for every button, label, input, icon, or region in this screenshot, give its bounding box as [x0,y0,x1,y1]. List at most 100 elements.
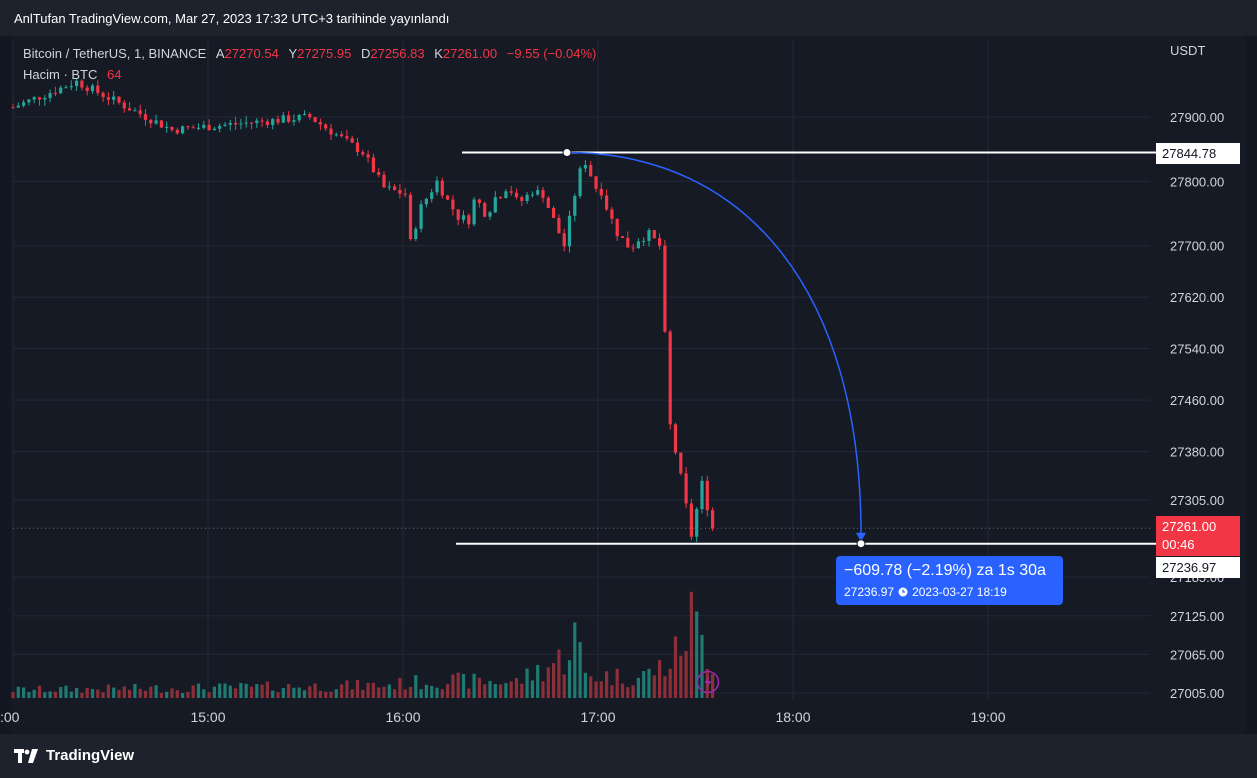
volume-bar [361,689,365,698]
volume-bar [234,688,238,698]
candle-body [361,152,365,155]
volume-bar [202,689,206,698]
volume-bar [562,674,566,698]
volume-layer [11,591,715,698]
volume-bar [382,686,386,698]
candle-body [181,126,185,134]
volume-bar [631,685,635,698]
candle-body [705,480,709,511]
candle-body [165,126,169,128]
volume-bar [705,668,709,698]
volume-bar [297,687,301,698]
price-chart[interactable]: :00 15:00 16:00 17:00 18:00 19:00 27900.00 2780… [0,0,1257,734]
volume-bar [393,689,397,698]
volume-bar [223,683,227,698]
candle-body [106,97,110,100]
candle-body [440,180,444,196]
candle-body [536,190,540,195]
volume-bar [567,660,572,698]
volume-bar [599,681,603,698]
y-tick-label: 27005.00 [1170,686,1224,701]
volume-bar [143,690,148,698]
candle-body [32,97,36,100]
candle-body [393,186,397,191]
publish-info: AnlTufan TradingView.com, Mar 27, 2023 1… [14,11,450,26]
candle-body [419,204,423,229]
low-line-price-tag: 27236.97 [1156,557,1240,578]
measure-label[interactable]: −609.78 (−2.19%) za 1s 30a 27236.97 2023… [836,556,1063,605]
candle-body [159,120,163,128]
candle-body [493,197,497,213]
candle-body [101,92,105,98]
candle-body [711,510,715,529]
volume-bar [22,687,26,698]
volume-bar [75,687,79,698]
header-bar: AnlTufan TradingView.com, Mar 27, 2023 1… [0,0,1257,36]
volume-bar [308,686,312,698]
y-tick-label: 27900.00 [1170,110,1224,125]
candle-body [265,121,269,125]
candle-body [244,122,248,124]
volume-bar [138,688,142,698]
projection-start-point [562,148,572,158]
volume-bar [186,691,190,698]
candle-body [567,215,572,247]
volume-bar [472,673,476,698]
candle-body [658,238,662,246]
volume-bar [302,690,307,698]
legend-close: 27261.00 [442,46,498,61]
volume-bar [239,682,243,698]
candle-body [689,503,693,537]
candle-body [472,199,476,225]
candle-body [318,122,322,125]
volume-bar [59,687,63,698]
volume-bar [106,684,110,698]
volume-bar [117,690,121,698]
volume-bar [626,687,630,698]
candle-body [573,196,577,216]
volume-bar [636,677,640,698]
candle-body [196,127,201,129]
volume-bar [620,683,625,698]
candle-body [504,191,508,198]
candle-body [43,97,47,100]
flash-icon[interactable] [696,670,720,694]
candle-body [53,93,57,95]
candle-body [541,190,545,198]
candle-body [90,85,95,92]
volume-bar [96,689,100,698]
candle-body [578,168,582,197]
volume-bar [668,668,672,698]
volume-bar [112,687,116,698]
volume-bar [271,690,275,698]
candle-body [80,80,84,88]
volume-bar [324,691,328,698]
candle-body [673,424,678,453]
volume-bar [165,691,169,698]
candle-body [340,134,344,137]
candle-body [191,127,195,129]
candle-body [583,165,587,169]
candle-body [663,245,667,332]
volume-bar [658,660,662,698]
candle-body [520,197,524,201]
volume-bar [689,591,693,698]
x-tick-label: 18:00 [775,709,810,725]
candle-body [546,197,550,209]
x-tick-label: 15:00 [190,709,225,725]
footer-bar: TradingView [0,734,1257,778]
brand-name: TradingView [46,747,135,764]
volume-bar [218,683,222,698]
tradingview-brand[interactable]: TradingView [14,747,134,764]
legend-high: 27275.95 [297,46,352,61]
projection-arc [566,151,862,534]
y-tick-label: 27800.00 [1170,174,1224,189]
volume-bar [430,685,434,698]
candle-body [430,192,434,199]
last-price-tag: 27261.00 00:46 [1156,516,1240,556]
measure-change: −609.78 (−2.19%) za 1s 30a [844,562,1046,579]
candle-body [313,117,317,123]
candle-body [414,228,418,239]
candle-body [228,122,232,125]
volume-bar [133,683,137,698]
